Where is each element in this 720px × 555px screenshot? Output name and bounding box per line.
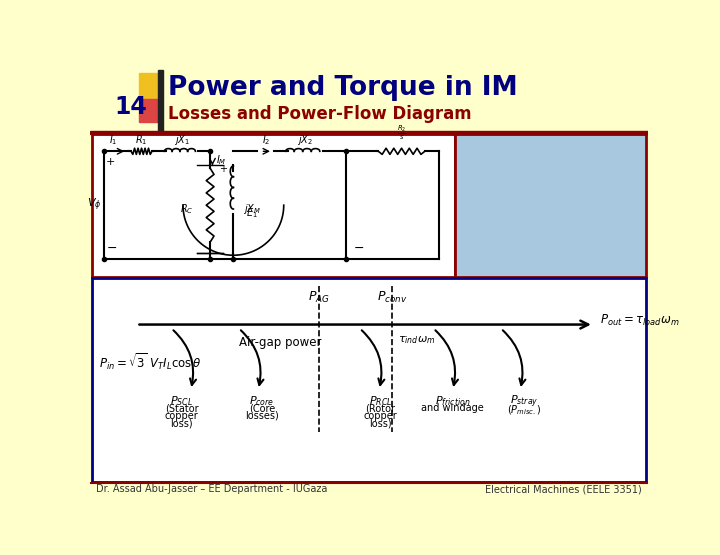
Bar bbox=[139, 73, 159, 99]
Bar bbox=[90, 130, 648, 134]
Text: $R_C$: $R_C$ bbox=[181, 202, 194, 216]
Text: copper: copper bbox=[165, 411, 198, 421]
Bar bbox=[158, 70, 163, 130]
Bar bbox=[92, 134, 455, 277]
Text: $jX_M$: $jX_M$ bbox=[243, 202, 261, 216]
Text: $R_1$: $R_1$ bbox=[135, 134, 148, 148]
Text: −: − bbox=[354, 241, 364, 255]
Text: Dr. Assad Abu-Jasser – EE Department - IUGaza: Dr. Assad Abu-Jasser – EE Department - I… bbox=[96, 485, 328, 495]
Text: $P_{SCL}$: $P_{SCL}$ bbox=[170, 394, 193, 408]
Text: $E_1$: $E_1$ bbox=[246, 206, 258, 220]
Text: Power and Torque in IM: Power and Torque in IM bbox=[168, 75, 517, 101]
Text: 14: 14 bbox=[114, 95, 147, 119]
Bar bbox=[90, 483, 648, 494]
Text: +: + bbox=[107, 158, 116, 168]
Text: −: − bbox=[107, 241, 117, 255]
Text: $P_{in} = \sqrt{3}\ V_T I_L \cos\theta$: $P_{in} = \sqrt{3}\ V_T I_L \cos\theta$ bbox=[99, 351, 202, 372]
Text: copper: copper bbox=[364, 411, 397, 421]
Text: $(P_{misc.})$: $(P_{misc.})$ bbox=[507, 403, 541, 417]
Text: loss): loss) bbox=[369, 418, 392, 428]
Text: $P_{core}$: $P_{core}$ bbox=[249, 394, 275, 408]
Text: $P_{out} = \tau_{load}\omega_m$: $P_{out} = \tau_{load}\omega_m$ bbox=[600, 313, 680, 328]
Text: losses): losses) bbox=[246, 411, 279, 421]
Text: $P_{RCL}$: $P_{RCL}$ bbox=[369, 394, 392, 408]
Text: (Rotor: (Rotor bbox=[366, 403, 395, 413]
Text: (Stator: (Stator bbox=[165, 403, 198, 413]
Text: $jX_2$: $jX_2$ bbox=[297, 133, 313, 148]
Text: $P_{stray}$: $P_{stray}$ bbox=[510, 394, 539, 410]
Text: Losses and Power-Flow Diagram: Losses and Power-Flow Diagram bbox=[168, 105, 471, 123]
Text: $P_{conv}$: $P_{conv}$ bbox=[377, 290, 408, 305]
Text: loss): loss) bbox=[170, 418, 193, 428]
Text: $\frac{R_2}{s}$: $\frac{R_2}{s}$ bbox=[397, 124, 408, 142]
Text: Electrical Machines (EELE 3351): Electrical Machines (EELE 3351) bbox=[485, 485, 642, 495]
Bar bbox=[92, 279, 646, 482]
Bar bbox=[139, 99, 159, 122]
Text: +: + bbox=[220, 164, 228, 174]
Text: $P_{AG}$: $P_{AG}$ bbox=[307, 290, 330, 305]
Text: $jX_1$: $jX_1$ bbox=[174, 133, 190, 148]
Text: $I_2$: $I_2$ bbox=[263, 134, 271, 148]
Text: $I_1$: $I_1$ bbox=[109, 134, 117, 148]
Text: $V_\phi$: $V_\phi$ bbox=[87, 197, 102, 214]
Text: and windage: and windage bbox=[421, 403, 484, 413]
Text: (Core: (Core bbox=[249, 403, 275, 413]
Text: $I_M$: $I_M$ bbox=[216, 154, 227, 168]
Text: Air-gap power: Air-gap power bbox=[238, 336, 321, 349]
Text: $\tau_{ind}\omega_m$: $\tau_{ind}\omega_m$ bbox=[398, 334, 436, 346]
Bar bbox=[455, 134, 646, 277]
Text: $P_{friction}$: $P_{friction}$ bbox=[435, 394, 470, 408]
